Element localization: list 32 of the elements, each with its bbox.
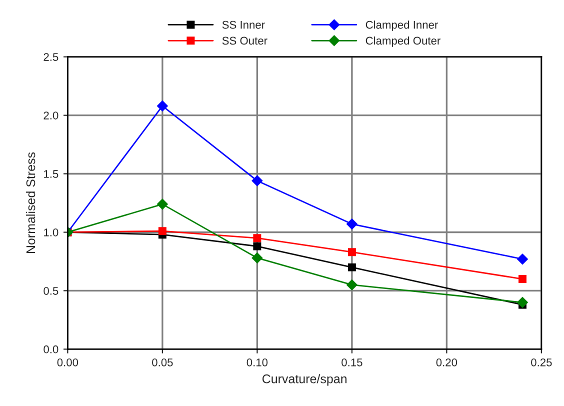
point	[253, 242, 262, 250]
x-tick-label: 0.00	[57, 358, 78, 366]
y-tick-label: 0.0	[44, 345, 58, 354]
point	[253, 234, 262, 242]
point	[517, 296, 528, 308]
point	[157, 100, 168, 112]
point	[348, 263, 356, 272]
point	[517, 254, 528, 265]
y-tick-label: 2.0	[44, 112, 58, 120]
legend-label: SS Inner	[222, 20, 265, 29]
y-axis-title: Normalised Stress	[26, 152, 36, 254]
x-tick-label: 0.20	[436, 358, 458, 366]
x-tick-label: 0.05	[152, 358, 173, 366]
legend-label: Clamped Outer	[366, 36, 440, 47]
point	[252, 252, 263, 264]
point	[157, 198, 168, 210]
point	[158, 227, 166, 236]
legend-label: Clamped Inner	[366, 20, 438, 31]
x-tick-label: 0.15	[342, 358, 362, 366]
x-tick-label: 0.10	[246, 358, 268, 366]
x-tick-label: 0.25	[531, 358, 552, 366]
legend-label: SS Outer	[222, 36, 268, 45]
y-tick-label: 1.0	[44, 228, 58, 236]
point	[252, 175, 263, 186]
y-tick-label: 0.5	[44, 286, 58, 295]
point	[346, 279, 358, 290]
y-tick-label: 1.5	[44, 170, 58, 178]
point	[348, 248, 356, 256]
point	[518, 275, 526, 283]
y-tick-label: 2.5	[44, 53, 58, 61]
x-axis-title: Curvature/span	[262, 374, 346, 386]
point	[346, 218, 358, 230]
